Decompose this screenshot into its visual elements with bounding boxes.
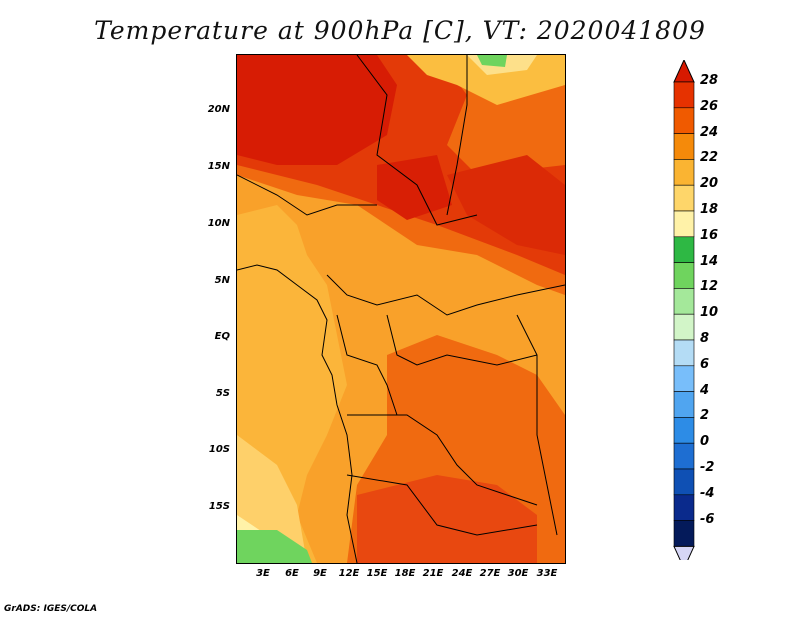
- lat-label: 15N: [207, 161, 230, 172]
- lon-label: 18E: [394, 568, 416, 579]
- colorbar-label: 2: [700, 408, 710, 424]
- colorbar-label: 28: [700, 73, 719, 88]
- colorbar-segment: [673, 442, 695, 470]
- lat-label: 20N: [207, 104, 230, 115]
- colorbar-segment: [673, 236, 695, 263]
- lon-label: 6E: [285, 568, 299, 579]
- colorbar-segment: [673, 339, 695, 367]
- colorbar-segment: [673, 81, 695, 109]
- lon-label: 27E: [479, 568, 501, 579]
- colorbar-segment: [673, 288, 695, 315]
- map-title: Temperature at 900hPa [C], VT: 202004180…: [94, 16, 706, 45]
- colorbar-segment: [673, 107, 695, 134]
- lat-label: 10N: [207, 218, 230, 229]
- lat-label: 15S: [208, 501, 230, 512]
- colorbar-segment: [673, 545, 695, 560]
- lon-label: 24E: [451, 568, 473, 579]
- footer-credit: GrADS: IGES/COLA: [4, 604, 98, 614]
- colorbar-label: 14: [700, 253, 719, 269]
- colorbar-label: 16: [700, 227, 719, 243]
- colorbar-segment: [673, 494, 695, 521]
- colorbar-segment: [673, 159, 695, 186]
- colorbar-segment: [673, 365, 695, 392]
- colorbar-segment: [673, 468, 695, 496]
- colorbar-label: 18: [700, 202, 719, 217]
- colorbar-label: -2: [700, 460, 715, 475]
- colorbar-label: -4: [700, 485, 715, 501]
- colorbar-label: 12: [700, 279, 719, 295]
- colorbar-segment: [673, 262, 695, 289]
- lon-label: 3E: [256, 568, 270, 579]
- colorbar-label: 6: [700, 356, 710, 372]
- colorbar-label: -6: [700, 511, 715, 527]
- lat-label: 10S: [208, 444, 230, 455]
- temperature-map: [236, 54, 566, 564]
- temperature-field: [237, 55, 565, 563]
- colorbar-segment: [673, 133, 695, 160]
- lon-label: 12E: [338, 568, 360, 579]
- lat-label: 5S: [215, 388, 230, 399]
- colorbar-label: 26: [700, 98, 719, 114]
- lon-label: 33E: [536, 568, 558, 579]
- colorbar-label: 24: [700, 124, 719, 140]
- colorbar-label: 22: [700, 150, 719, 166]
- colorbar-segment: [673, 313, 695, 341]
- lon-label: 21E: [422, 568, 444, 579]
- colorbar-label: 4: [700, 382, 710, 398]
- colorbar-segment: [673, 60, 695, 83]
- colorbar-segment: [673, 391, 695, 418]
- colorbar-segment: [673, 417, 695, 444]
- colorbar-segment: [673, 520, 695, 547]
- lon-label: 9E: [313, 568, 327, 579]
- lon-label: 15E: [366, 568, 388, 579]
- lat-label: EQ: [214, 331, 230, 342]
- colorbar-label: 8: [700, 331, 710, 346]
- lon-label: 30E: [507, 568, 529, 579]
- colorbar: [673, 60, 695, 560]
- colorbar-segment: [673, 184, 695, 212]
- lat-label: 5N: [214, 275, 230, 286]
- colorbar-label: 10: [700, 305, 719, 321]
- colorbar-label: 0: [700, 434, 710, 450]
- colorbar-label: 20: [700, 176, 719, 192]
- colorbar-segment: [673, 210, 695, 238]
